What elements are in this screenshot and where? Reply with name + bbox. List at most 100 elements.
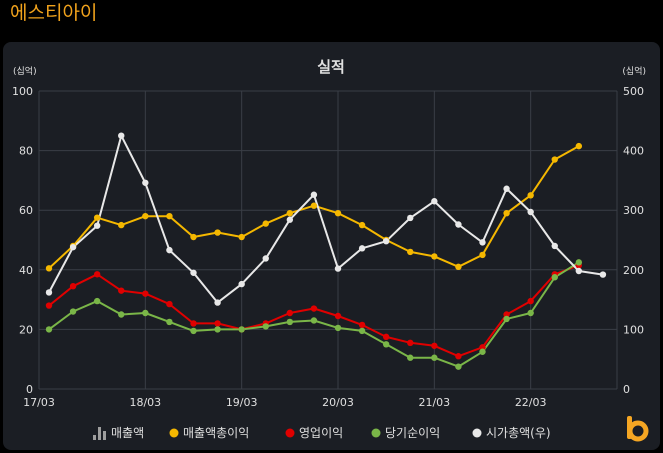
data-point[interactable] xyxy=(431,354,438,361)
data-point[interactable] xyxy=(455,263,462,271)
data-point[interactable] xyxy=(431,342,438,349)
x-tick-label: 21/03 xyxy=(418,396,450,409)
data-point[interactable] xyxy=(503,315,510,323)
data-point[interactable] xyxy=(407,248,414,256)
data-point[interactable] xyxy=(599,271,607,278)
data-point[interactable] xyxy=(358,321,366,329)
data-point[interactable] xyxy=(190,327,197,335)
data-point[interactable] xyxy=(527,208,534,216)
data-point[interactable] xyxy=(503,185,510,192)
axes: 0 0 20 100 40 200 60 300 80 400 100 500 17/03 18/03 19… xyxy=(12,85,644,409)
data-point[interactable] xyxy=(142,290,149,297)
data-point[interactable] xyxy=(527,297,534,305)
data-point[interactable] xyxy=(551,274,558,281)
data-point[interactable] xyxy=(93,214,101,221)
data-point[interactable] xyxy=(166,212,173,220)
data-point[interactable] xyxy=(455,353,462,360)
data-point[interactable] xyxy=(382,237,390,245)
data-point[interactable] xyxy=(431,198,438,205)
data-point[interactable] xyxy=(45,289,53,296)
data-point[interactable] xyxy=(286,209,294,217)
data-point[interactable] xyxy=(118,287,125,294)
data-point[interactable] xyxy=(479,251,486,259)
data-point[interactable] xyxy=(262,323,269,330)
data-point[interactable] xyxy=(382,341,390,348)
data-point[interactable] xyxy=(262,255,269,262)
data-point[interactable] xyxy=(575,267,583,275)
data-point[interactable] xyxy=(334,265,342,272)
data-point[interactable] xyxy=(334,209,342,217)
data-point[interactable] xyxy=(503,209,510,217)
data-point[interactable] xyxy=(310,317,318,324)
data-point[interactable] xyxy=(551,156,558,163)
data-point[interactable] xyxy=(166,318,173,326)
data-point[interactable] xyxy=(407,339,414,347)
data-point[interactable] xyxy=(238,280,245,288)
legend-item-revenue[interactable]: 매출액 xyxy=(93,426,144,440)
data-point[interactable] xyxy=(214,299,221,306)
data-point[interactable] xyxy=(45,326,53,333)
data-point[interactable] xyxy=(238,326,245,333)
left-tick-label: 40 xyxy=(19,264,33,277)
data-point[interactable] xyxy=(407,214,414,222)
data-point[interactable] xyxy=(286,309,294,317)
data-point[interactable] xyxy=(382,333,390,341)
data-point[interactable] xyxy=(334,312,342,320)
data-point[interactable] xyxy=(69,282,77,290)
legend-item-net-income[interactable]: 당기순이익 xyxy=(371,426,441,440)
legend-item-market-cap[interactable]: 시가총액(우) xyxy=(472,426,551,440)
data-point[interactable] xyxy=(575,259,583,266)
data-point[interactable] xyxy=(190,320,197,327)
legend-item-operating-profit[interactable]: 영업이익 xyxy=(285,426,344,440)
data-point[interactable] xyxy=(69,308,77,315)
data-point[interactable] xyxy=(214,320,221,327)
legend-item-gross-profit[interactable]: 매출액총이익 xyxy=(169,426,250,440)
data-point[interactable] xyxy=(527,192,534,199)
data-point[interactable] xyxy=(262,220,269,227)
data-point[interactable] xyxy=(93,222,101,229)
data-point[interactable] xyxy=(118,221,125,229)
data-point[interactable] xyxy=(455,363,462,370)
data-point[interactable] xyxy=(310,191,318,198)
x-tick-label: 18/03 xyxy=(129,396,161,409)
data-point[interactable] xyxy=(45,302,53,309)
data-point[interactable] xyxy=(190,269,197,276)
data-point[interactable] xyxy=(479,348,486,355)
data-point[interactable] xyxy=(166,300,173,308)
data-point[interactable] xyxy=(455,221,462,228)
left-axis-unit: (십억) xyxy=(13,65,37,77)
data-point[interactable] xyxy=(118,311,125,318)
data-point[interactable] xyxy=(142,179,149,186)
data-point[interactable] xyxy=(358,327,366,335)
data-point[interactable] xyxy=(238,233,245,241)
data-point[interactable] xyxy=(503,311,510,318)
data-point[interactable] xyxy=(479,239,486,246)
data-point[interactable] xyxy=(334,324,342,332)
data-point[interactable] xyxy=(527,309,534,317)
data-point[interactable] xyxy=(214,326,221,333)
right-tick-label: 500 xyxy=(623,85,644,98)
legend-dot-icon xyxy=(371,428,381,438)
data-point[interactable] xyxy=(93,271,101,278)
data-point[interactable] xyxy=(190,233,197,241)
data-point[interactable] xyxy=(551,242,558,250)
data-point[interactable] xyxy=(431,253,438,260)
data-point[interactable] xyxy=(310,202,318,209)
legend-bar-icon-2 xyxy=(98,427,101,440)
data-point[interactable] xyxy=(142,309,149,317)
data-point[interactable] xyxy=(69,243,77,251)
data-point[interactable] xyxy=(286,216,294,223)
data-point[interactable] xyxy=(45,265,53,272)
data-point[interactable] xyxy=(286,318,294,326)
data-point[interactable] xyxy=(310,305,318,312)
data-point[interactable] xyxy=(479,344,486,351)
data-point[interactable] xyxy=(407,354,414,361)
data-point[interactable] xyxy=(358,221,366,229)
data-point[interactable] xyxy=(214,229,221,236)
data-point[interactable] xyxy=(166,246,173,254)
data-point[interactable] xyxy=(118,132,125,139)
data-point[interactable] xyxy=(358,245,366,252)
data-point[interactable] xyxy=(575,142,583,150)
data-point[interactable] xyxy=(142,212,149,220)
data-point[interactable] xyxy=(93,297,101,305)
